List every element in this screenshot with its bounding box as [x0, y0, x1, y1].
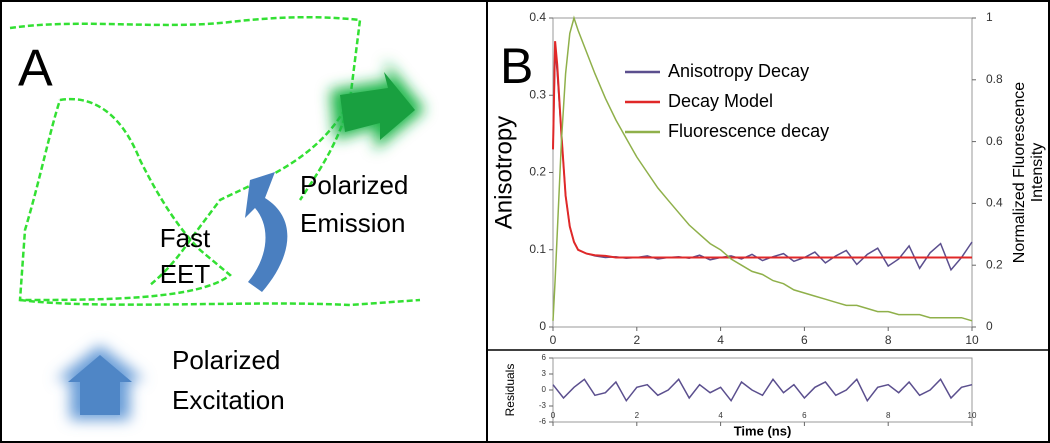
x-tick-label: 0	[550, 333, 557, 347]
x-tick-label: 4	[718, 411, 723, 420]
y2-tick-label: 0.4	[986, 196, 1003, 210]
x-tick-label: 4	[717, 333, 724, 347]
x-tick-label: 10	[968, 411, 977, 420]
label: Polarized	[172, 345, 280, 375]
y2-tick-label: 0.6	[986, 134, 1003, 148]
polymer	[9, 15, 421, 307]
x-tick-label: 2	[635, 411, 640, 420]
y2-tick-label: 0.8	[986, 72, 1003, 86]
y2-axis-label: Normalized Fluorescence	[1011, 82, 1028, 264]
y-tick-label: -6	[539, 417, 547, 426]
y-tick-label: 0.1	[529, 242, 546, 256]
x-tick-label: 10	[965, 333, 979, 347]
y-tick-label: 3	[542, 369, 547, 378]
label: Fast	[160, 223, 211, 253]
emission-arrow	[330, 60, 425, 150]
label: Polarized	[300, 170, 408, 200]
y-tick-label: 6	[542, 353, 547, 362]
label: EET	[160, 259, 211, 289]
x-tick-label: 6	[801, 333, 808, 347]
excitation-arrow	[55, 345, 145, 420]
x-axis-label: Time (ns)	[734, 423, 792, 438]
x-tick-label: 0	[551, 411, 556, 420]
y-tick-label: 0.3	[529, 87, 546, 101]
eet-arrow	[245, 172, 288, 292]
legend-label: Anisotropy Decay	[668, 61, 809, 81]
y2-tick-label: 1	[986, 10, 993, 24]
series-line	[552, 15, 973, 322]
panel-label: B	[500, 38, 533, 94]
x-tick-label: 8	[886, 411, 891, 420]
series-line	[552, 41, 972, 259]
x-tick-label: 6	[802, 411, 807, 420]
series-line	[552, 378, 973, 403]
legend-label: Decay Model	[668, 91, 773, 111]
y-tick-label: 0.4	[529, 10, 546, 24]
label: Emission	[300, 208, 405, 238]
panel-label: A	[18, 40, 53, 98]
y-tick-label: 0	[542, 385, 547, 394]
y-tick-label: 0	[539, 319, 546, 333]
y2-axis-label: Intensity	[1029, 143, 1046, 203]
y-tick-label: 0.2	[529, 165, 546, 179]
x-tick-label: 8	[885, 333, 892, 347]
plot-frame	[552, 357, 973, 423]
y-tick-label: -3	[539, 401, 547, 410]
series-line	[552, 48, 973, 272]
y2-tick-label: 0	[986, 319, 993, 333]
legend-label: Fluorescence decay	[668, 121, 829, 141]
y-axis-label: Residuals	[503, 364, 517, 417]
x-tick-label: 2	[633, 333, 640, 347]
y2-tick-label: 0.2	[986, 257, 1003, 271]
label: Excitation	[172, 385, 285, 415]
y-axis-label: Anisotropy	[490, 116, 517, 229]
